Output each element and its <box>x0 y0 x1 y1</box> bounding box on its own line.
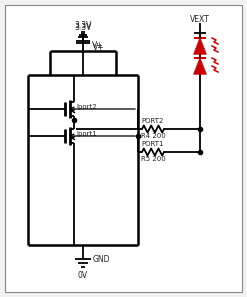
Text: R5 200: R5 200 <box>141 156 165 162</box>
Text: Iport2: Iport2 <box>76 104 97 110</box>
Polygon shape <box>194 38 206 54</box>
Text: PORT1: PORT1 <box>141 141 164 147</box>
Text: VEXT: VEXT <box>190 15 210 23</box>
Text: GND: GND <box>93 255 110 263</box>
Text: PORT2: PORT2 <box>141 118 163 124</box>
Text: Iport1: Iport1 <box>76 131 97 137</box>
Text: V+: V+ <box>92 42 104 50</box>
Polygon shape <box>194 58 206 74</box>
Text: 0V: 0V <box>78 271 88 279</box>
Text: 3.3V: 3.3V <box>74 20 92 29</box>
Text: V+: V+ <box>93 42 105 51</box>
Text: R4 200: R4 200 <box>141 133 165 139</box>
Text: 3.3V: 3.3V <box>74 23 92 31</box>
